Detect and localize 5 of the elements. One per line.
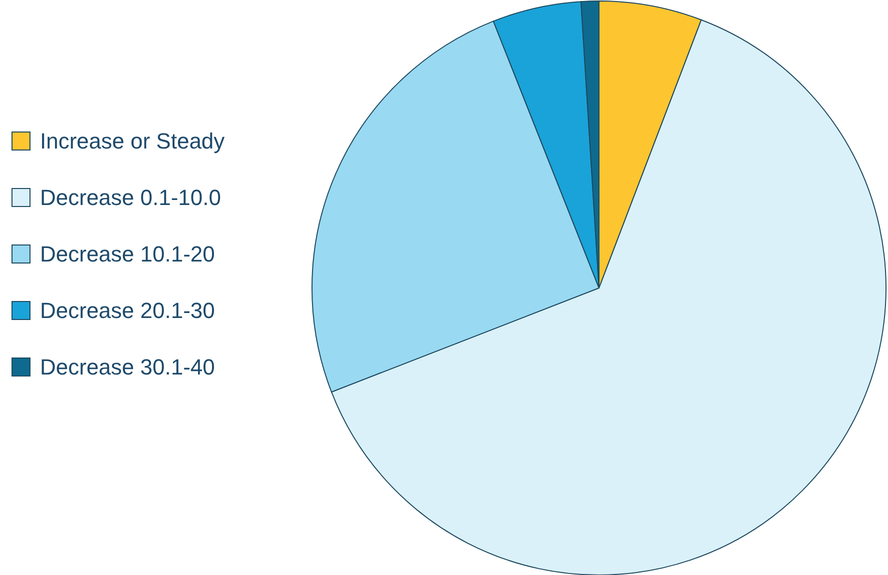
legend-label: Decrease 0.1-10.0: [40, 185, 221, 210]
legend-label: Decrease 20.1-30: [40, 298, 215, 324]
legend-label: Decrease 30.1-40: [40, 354, 215, 380]
legend-label: Decrease 10.1-20: [40, 242, 215, 267]
legend-label: Increase or Steady: [40, 128, 225, 154]
